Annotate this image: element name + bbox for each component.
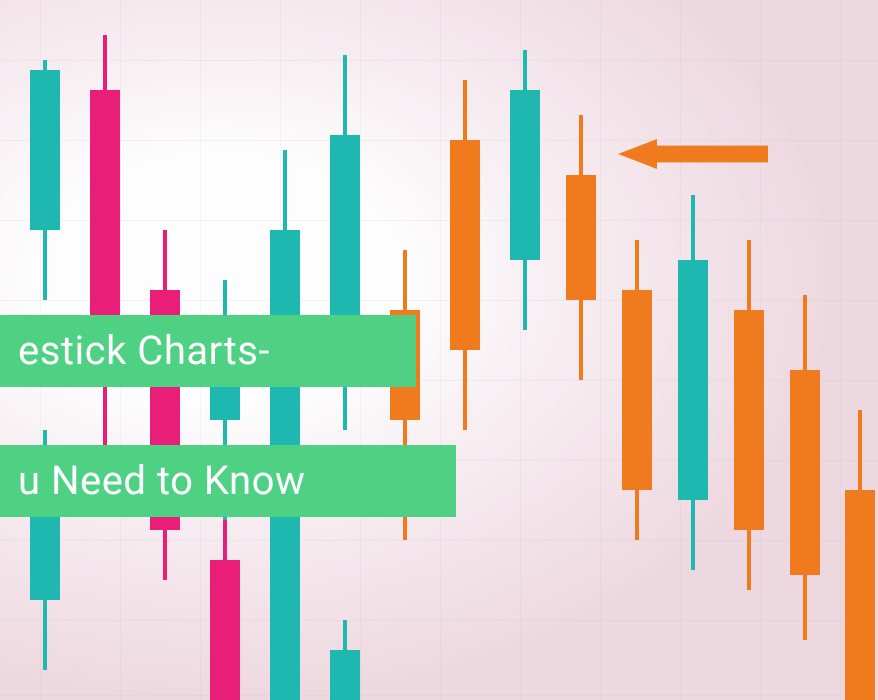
- candle-body: [210, 560, 240, 700]
- candle-body: [734, 310, 764, 530]
- candle-body: [678, 260, 708, 500]
- candle-body: [622, 290, 652, 490]
- candlestick-infographic: estick Charts- u Need to Know: [0, 0, 878, 700]
- candle-body: [450, 140, 480, 350]
- candle-body: [510, 90, 540, 260]
- candle-body: [30, 70, 60, 230]
- title-line-2: u Need to Know: [0, 445, 456, 517]
- left-arrow-icon: [618, 139, 768, 169]
- candle-body: [790, 370, 820, 575]
- candle-body: [845, 490, 875, 700]
- candle-body: [566, 175, 596, 300]
- candle-body: [330, 650, 360, 700]
- title-line-1: estick Charts-: [0, 315, 416, 387]
